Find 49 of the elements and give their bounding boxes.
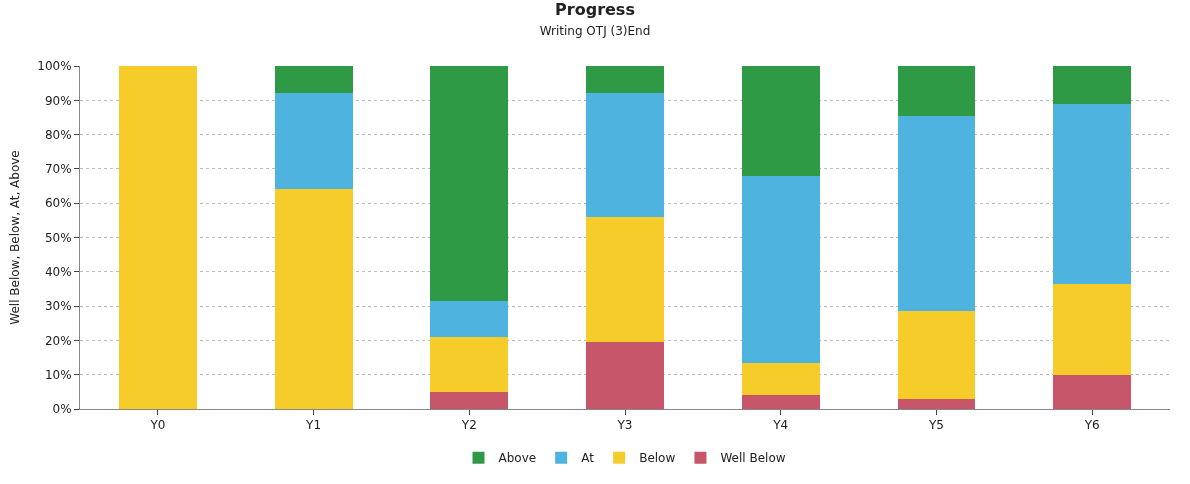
- bar: [430, 391, 509, 409]
- chart-title: Progress: [555, 0, 635, 19]
- y-tick-label: 20%: [44, 333, 72, 348]
- x-tick-label: Y0: [149, 418, 166, 433]
- bar: [586, 66, 664, 94]
- y-tick-label: 0%: [52, 402, 72, 417]
- x-tick-label: Y1: [305, 418, 322, 433]
- bar: [586, 342, 664, 409]
- bar: [274, 189, 353, 409]
- chart-subtitle: Writing OTJ (3)End: [539, 24, 651, 39]
- legend-label: Below: [639, 451, 676, 466]
- x-tick-label: Y4: [772, 418, 789, 433]
- y-tick-label: 50%: [44, 230, 72, 245]
- bar: [274, 93, 353, 190]
- bar: [1053, 103, 1132, 284]
- bar: [897, 398, 976, 409]
- bar: [430, 66, 509, 301]
- bar: [1053, 66, 1132, 104]
- y-tick-label: 100%: [37, 59, 72, 74]
- bar: [274, 66, 353, 94]
- bar: [741, 66, 820, 176]
- x-tick-label: Y2: [460, 418, 477, 433]
- bar: [586, 216, 664, 343]
- bar: [1053, 283, 1132, 375]
- y-tick-label: 10%: [44, 367, 72, 382]
- x-tick-label: Y3: [616, 418, 633, 433]
- x-tick-label: Y6: [1083, 418, 1100, 433]
- bar: [118, 66, 197, 409]
- y-axis-title: Well Below, Below, At, Above: [7, 150, 22, 325]
- bar: [1053, 374, 1132, 409]
- y-tick-label: 80%: [44, 127, 72, 142]
- y-tick-label: 70%: [44, 162, 72, 177]
- y-tick-label: 60%: [44, 196, 72, 211]
- bar: [430, 336, 509, 392]
- bar: [897, 115, 976, 312]
- y-tick-label: 40%: [44, 265, 72, 279]
- bar: [741, 362, 820, 396]
- bar: [430, 300, 509, 337]
- legend-label: At: [581, 451, 595, 466]
- y-tick-label: 90%: [44, 93, 72, 108]
- y-tick-label: 30%: [44, 299, 72, 314]
- bar: [741, 175, 820, 363]
- x-tick-label: Y5: [927, 418, 944, 433]
- bar: [897, 66, 976, 116]
- legend-label: Above: [498, 451, 537, 466]
- bar: [897, 311, 976, 399]
- bar: [586, 93, 664, 217]
- bar: [741, 395, 820, 409]
- legend-label: Well Below: [720, 451, 786, 466]
